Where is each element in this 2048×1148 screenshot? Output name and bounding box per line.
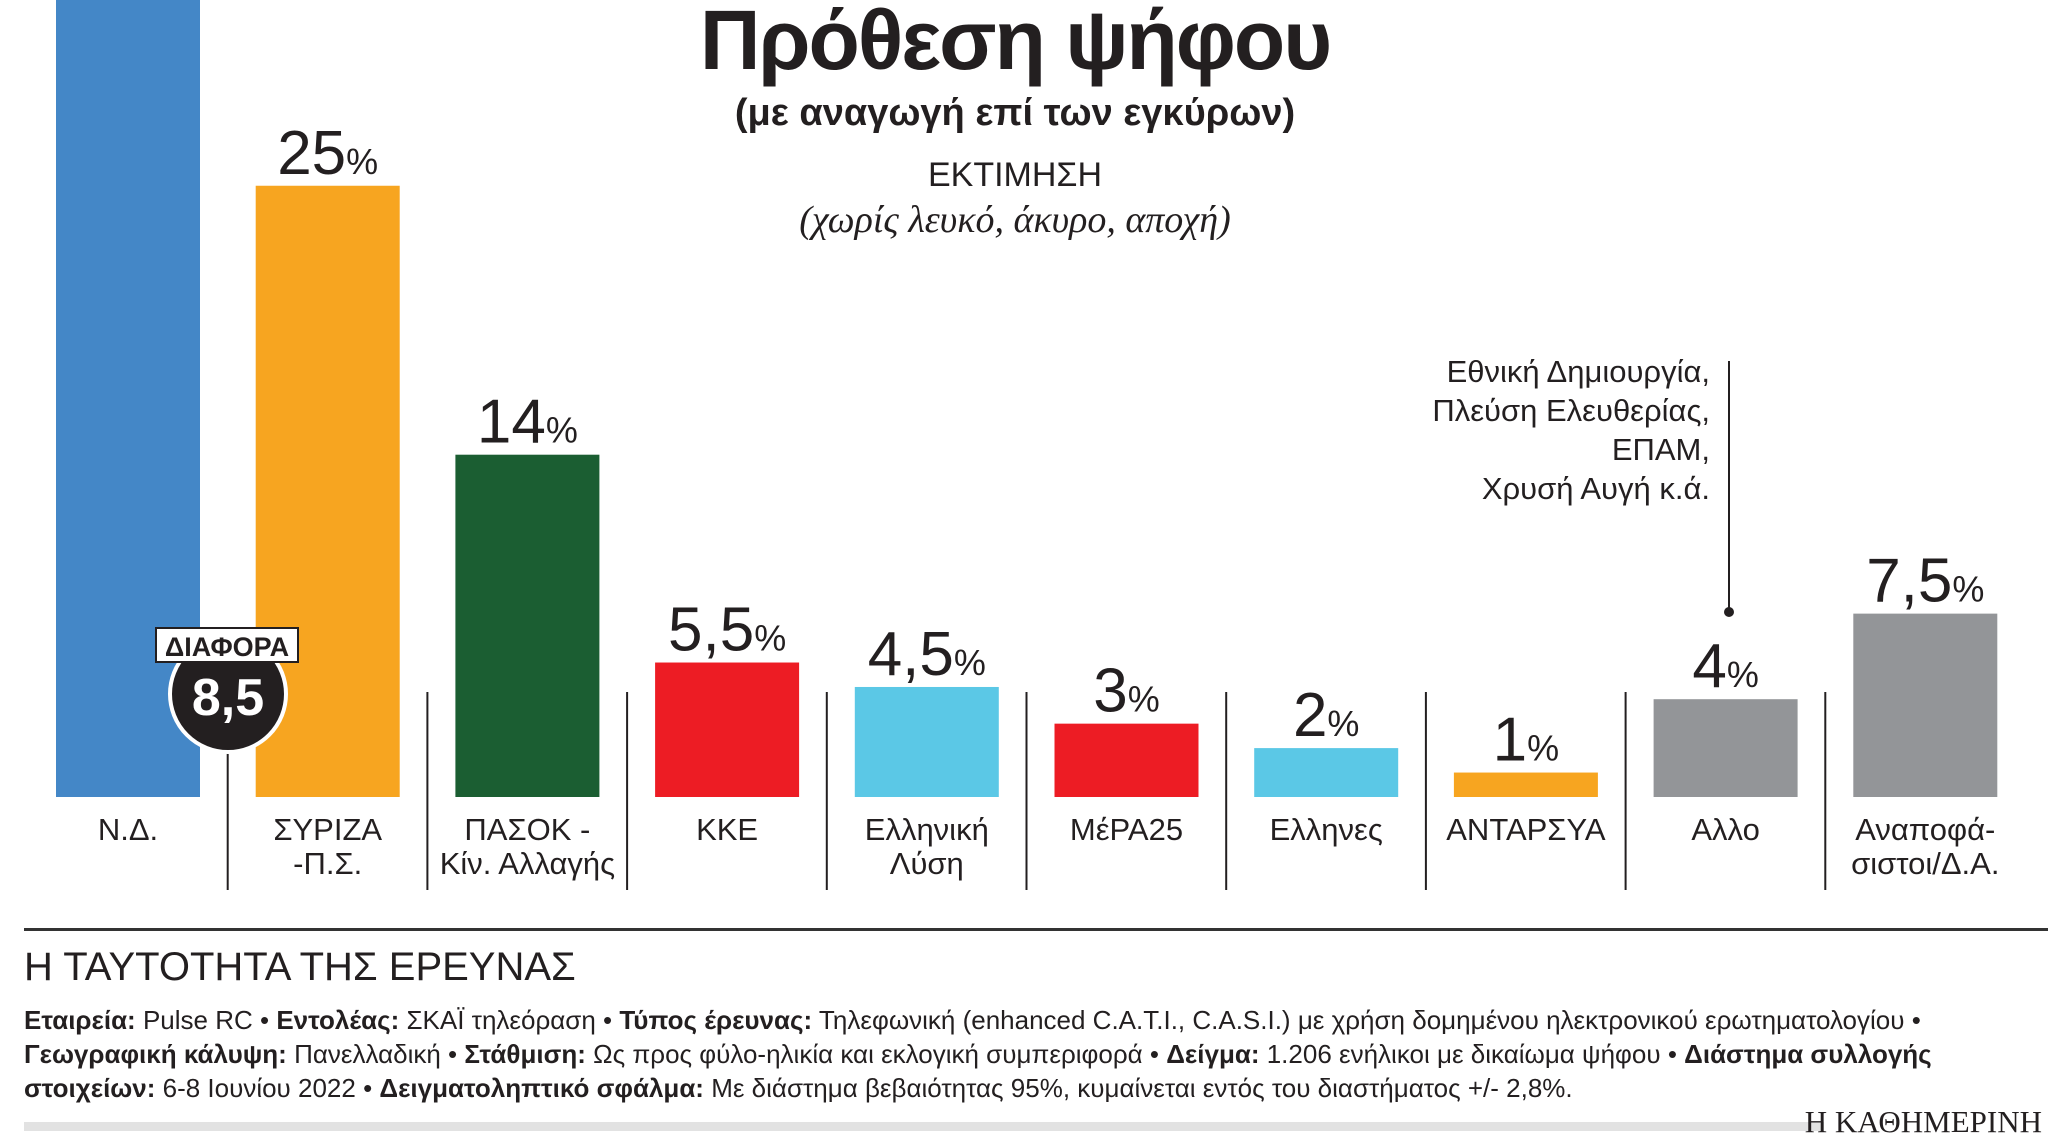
difference-value: 8,5 — [192, 669, 264, 727]
category-label: ΑΝΤΑΡΣΥΑ — [1446, 812, 1606, 847]
bar — [1254, 748, 1399, 797]
value-label: 4,5% — [868, 620, 986, 689]
survey-field-label: Εταιρεία: — [24, 1005, 136, 1035]
category-label: Ελληνική — [865, 812, 989, 847]
value-label: 4% — [1692, 632, 1759, 701]
bar — [1853, 613, 1998, 797]
category-label: ΣΥΡΙΖΑ — [273, 812, 382, 847]
survey-field-value: 6-8 Ιουνίου 2022 — [155, 1073, 356, 1103]
survey-field-value: ΣΚΑΪ τηλεόραση — [399, 1005, 596, 1035]
value-label: 25% — [277, 119, 378, 188]
annotation-dot — [1724, 607, 1734, 617]
other-parties-annotation: Εθνική Δημιουργία, Πλεύση Ελευθερίας, ΕΠ… — [1432, 352, 1710, 508]
survey-field-label: Στάθμιση: — [464, 1039, 586, 1069]
survey-field-value: Pulse RC — [135, 1005, 253, 1035]
chart-subtitle: (με αναγωγή επί των εγκύρων) — [734, 92, 1296, 134]
estimate-label: ΕΚΤΙΜΗΣΗ — [927, 156, 1103, 194]
category-label: Λύση — [890, 846, 964, 881]
survey-field-value: Με διάστημα βεβαιότητας 95%, κυμαίνεται … — [703, 1073, 1573, 1103]
survey-field-label: Δείγμα: — [1166, 1039, 1260, 1069]
category-label: Ελληνες — [1270, 812, 1383, 847]
value-label: 5,5% — [668, 596, 786, 665]
survey-heading: Η ΤΑΥΤΟΤΗΤΑ ΤΗΣ ΕΡΕΥΝΑΣ — [24, 945, 576, 989]
kathimerini-logo: Η ΚΑΘΗΜΕΡΙΝΗ — [1804, 1104, 2042, 1139]
category-label: ΚΚΕ — [696, 812, 758, 847]
footer-bar — [24, 1122, 1824, 1131]
bar — [854, 686, 999, 797]
section-divider — [24, 928, 2048, 931]
survey-field-label: Εντολέας: — [276, 1005, 400, 1035]
survey-field-value: Ως προς φύλο-ηλικία και εκλογική συμπερι… — [585, 1039, 1143, 1069]
bar — [655, 662, 800, 797]
difference-label-box — [155, 627, 299, 663]
survey-field-label: Δειγματοληπτικό σφάλμα: — [379, 1073, 704, 1103]
value-label: 7,5% — [1866, 547, 1984, 616]
category-label: σιστοι/Δ.Α. — [1851, 846, 1999, 881]
survey-field-value: Πανελλαδική — [286, 1039, 441, 1069]
category-label: Ν.Δ. — [98, 812, 158, 847]
value-label: 1% — [1493, 706, 1560, 775]
category-label: ΜέΡΑ25 — [1070, 812, 1183, 847]
survey-field-label: Τύπος έρευνας: — [619, 1005, 813, 1035]
bar — [1453, 772, 1598, 797]
annotation-line: Χρυσή Αυγή κ.ά. — [1481, 471, 1710, 506]
survey-field-label: Διάστημα συλλογής στοιχείων: — [24, 1039, 1932, 1103]
survey-field-value: 1.206 ενήλικοι με δικαίωμα ψήφου — [1259, 1039, 1661, 1069]
value-label: 2% — [1293, 681, 1360, 750]
bar — [455, 454, 600, 797]
estimate-note: (χωρίς λευκό, άκυρο, αποχή) — [799, 199, 1231, 241]
category-label: -Π.Σ. — [293, 846, 362, 881]
value-label: 14% — [477, 388, 578, 457]
bar — [1054, 723, 1199, 797]
annotation-line: Εθνική Δημιουργία, — [1446, 354, 1710, 389]
bar — [1653, 699, 1798, 797]
chart-title: Πρόθεση ψήφου — [699, 0, 1332, 87]
survey-field-value: Τηλεφωνική (enhanced C.A.T.I., C.A.S.I.)… — [812, 1005, 1905, 1035]
category-label: Αναποφά- — [1855, 812, 1995, 847]
category-label: Αλλο — [1691, 812, 1759, 847]
difference-label: ΔΙΑΦΟΡΑ — [165, 632, 289, 662]
category-label: Κίν. Αλλαγής — [440, 846, 615, 881]
survey-details: Εταιρεία: Pulse RC • Εντολέας: ΣΚΑΪ τηλε… — [24, 1005, 1932, 1103]
annotation-line: ΕΠΑΜ, — [1611, 432, 1710, 467]
value-label: 3% — [1093, 657, 1160, 726]
annotation-line: Πλεύση Ελευθερίας, — [1432, 393, 1710, 428]
category-label: ΠΑΣΟΚ - — [464, 812, 590, 847]
survey-field-label: Γεωγραφική κάλυψη: — [24, 1039, 287, 1069]
